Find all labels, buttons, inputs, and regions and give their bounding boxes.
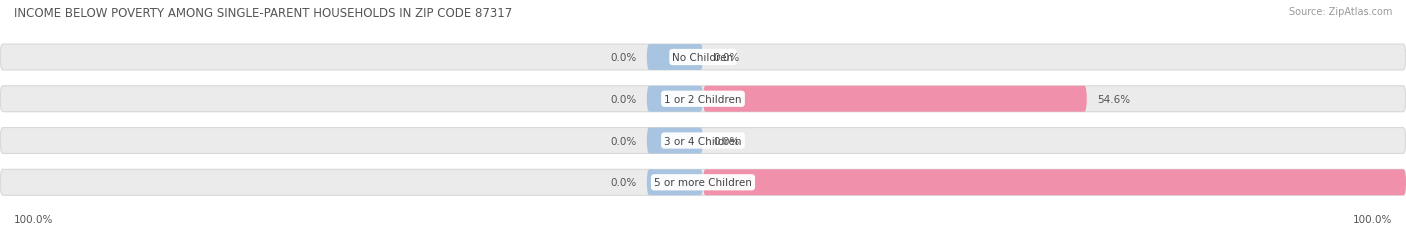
FancyBboxPatch shape <box>647 86 703 112</box>
FancyBboxPatch shape <box>647 128 703 154</box>
FancyBboxPatch shape <box>0 86 1406 112</box>
Text: 100.0%: 100.0% <box>14 214 53 224</box>
FancyBboxPatch shape <box>0 170 1406 195</box>
FancyBboxPatch shape <box>0 128 1406 154</box>
Text: 100.0%: 100.0% <box>1353 214 1392 224</box>
FancyBboxPatch shape <box>703 170 1406 195</box>
FancyBboxPatch shape <box>647 170 703 195</box>
Text: 54.6%: 54.6% <box>1098 94 1130 104</box>
Text: 0.0%: 0.0% <box>713 53 740 63</box>
Text: INCOME BELOW POVERTY AMONG SINGLE-PARENT HOUSEHOLDS IN ZIP CODE 87317: INCOME BELOW POVERTY AMONG SINGLE-PARENT… <box>14 7 512 20</box>
Text: 3 or 4 Children: 3 or 4 Children <box>664 136 742 146</box>
Text: 0.0%: 0.0% <box>610 177 637 188</box>
Text: 1 or 2 Children: 1 or 2 Children <box>664 94 742 104</box>
FancyBboxPatch shape <box>647 45 703 71</box>
Text: 0.0%: 0.0% <box>713 136 740 146</box>
Text: Source: ZipAtlas.com: Source: ZipAtlas.com <box>1288 7 1392 17</box>
Text: 0.0%: 0.0% <box>610 136 637 146</box>
FancyBboxPatch shape <box>703 86 1087 112</box>
Text: 5 or more Children: 5 or more Children <box>654 177 752 188</box>
Text: 0.0%: 0.0% <box>610 94 637 104</box>
Text: No Children: No Children <box>672 53 734 63</box>
Text: 0.0%: 0.0% <box>610 53 637 63</box>
FancyBboxPatch shape <box>0 45 1406 71</box>
